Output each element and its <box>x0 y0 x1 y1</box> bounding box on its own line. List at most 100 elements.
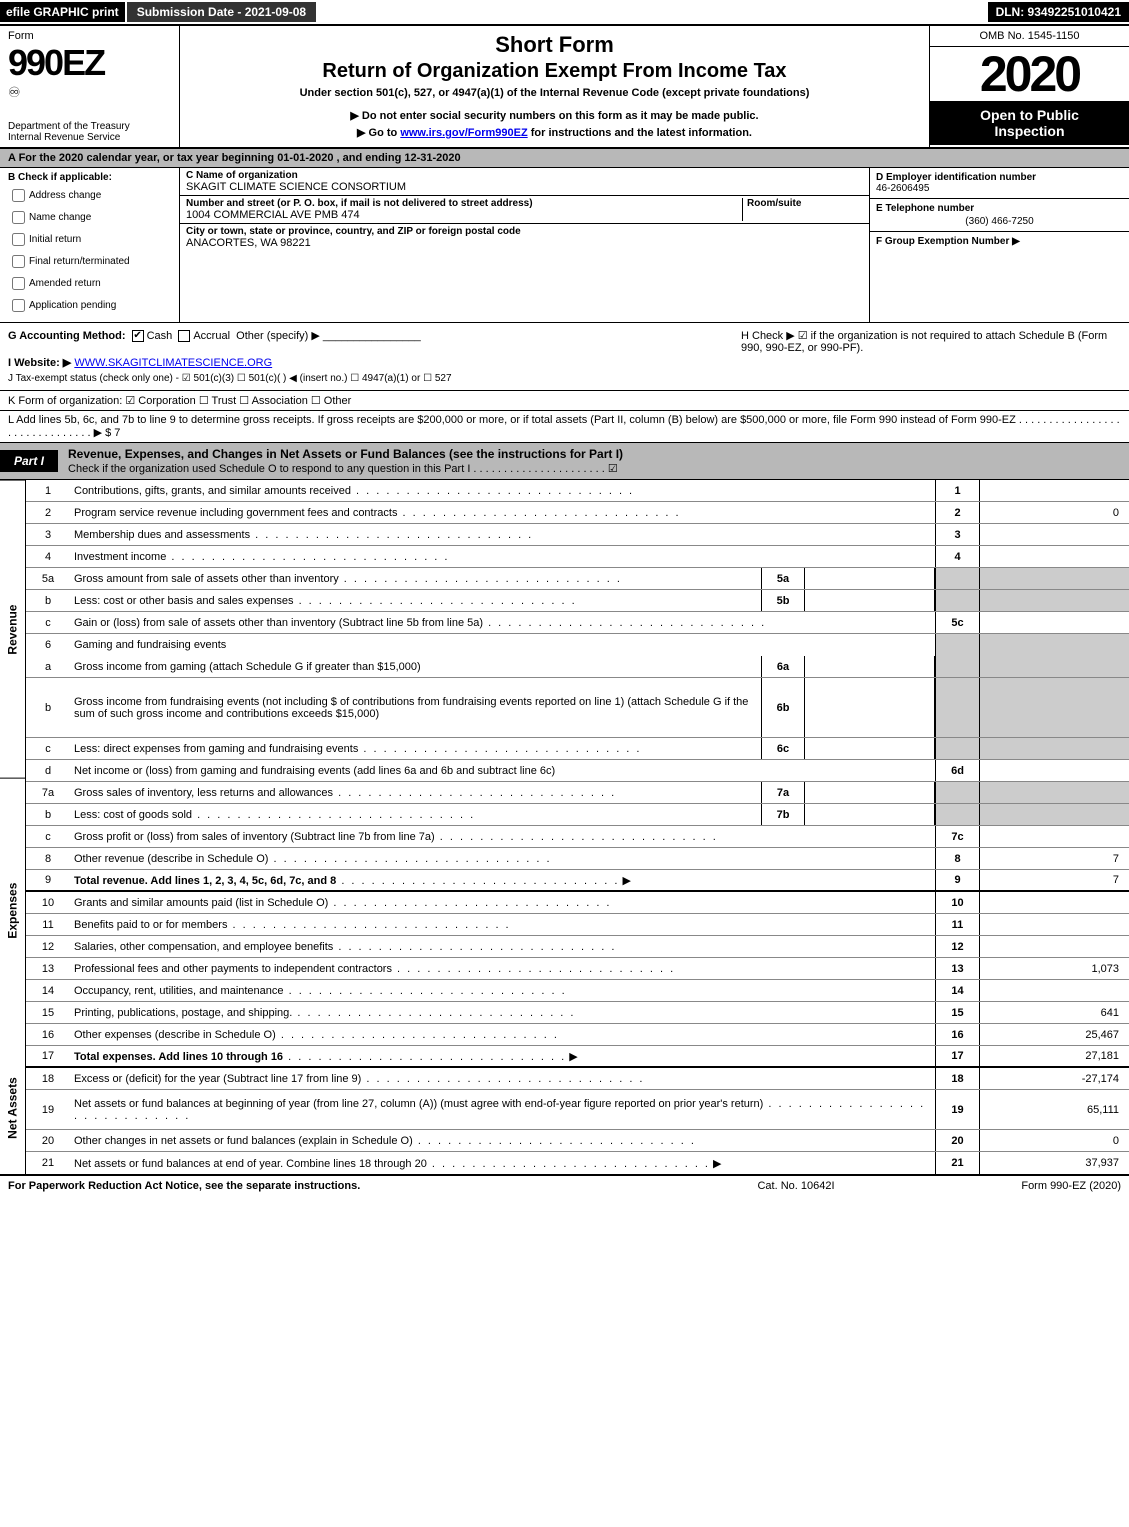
l12-val <box>979 936 1129 957</box>
cb-name-change[interactable]: Name change <box>8 208 171 227</box>
line-5b: b Less: cost or other basis and sales ex… <box>26 590 1129 612</box>
omb-number: OMB No. 1545-1150 <box>930 26 1129 47</box>
l6-num: 6 <box>26 637 70 653</box>
l16-rnum: 16 <box>935 1024 979 1045</box>
phone-value: (360) 466-7250 <box>876 216 1123 227</box>
grid-body: 1 Contributions, gifts, grants, and simi… <box>26 480 1129 1174</box>
l11-val <box>979 914 1129 935</box>
l16-num: 16 <box>26 1027 70 1043</box>
line-15: 15 Printing, publications, postage, and … <box>26 1002 1129 1024</box>
l20-rnum: 20 <box>935 1130 979 1151</box>
line-18: 18 Excess or (deficit) for the year (Sub… <box>26 1068 1129 1090</box>
vlabel-net: Net Assets <box>0 1042 25 1174</box>
l7a-sub: 7a <box>761 782 805 803</box>
part-1-tag: Part I <box>0 450 58 472</box>
l5b-rnum <box>935 590 979 611</box>
l7b-rval <box>979 804 1129 825</box>
line-9: 9 Total revenue. Add lines 1, 2, 3, 4, 5… <box>26 870 1129 892</box>
l13-desc: Professional fees and other payments to … <box>74 963 392 975</box>
header-mid: Short Form Return of Organization Exempt… <box>180 26 929 147</box>
line-11: 11 Benefits paid to or for members 11 <box>26 914 1129 936</box>
col-b-label: B Check if applicable: <box>8 172 171 183</box>
l7c-num: c <box>26 829 70 845</box>
recycle-icon: ♾ <box>8 84 171 101</box>
cb-final-return[interactable]: Final return/terminated <box>8 252 171 271</box>
l16-val: 25,467 <box>979 1024 1129 1045</box>
col-b-checkboxes: B Check if applicable: Address change Na… <box>0 168 180 322</box>
l20-num: 20 <box>26 1133 70 1149</box>
cb-address-change[interactable]: Address change <box>8 186 171 205</box>
l1-num: 1 <box>26 483 70 499</box>
cb-amended-return[interactable]: Amended return <box>8 274 171 293</box>
l6c-sub: 6c <box>761 738 805 759</box>
group-ex-label: F Group Exemption Number ▶ <box>876 236 1020 247</box>
line-16: 16 Other expenses (describe in Schedule … <box>26 1024 1129 1046</box>
l4-num: 4 <box>26 549 70 565</box>
l5a-desc: Gross amount from sale of assets other t… <box>74 573 339 585</box>
cell-ein: D Employer identification number 46-2606… <box>870 168 1129 199</box>
efile-label[interactable]: efile GRAPHIC print <box>0 2 125 22</box>
other-label: Other (specify) ▶ <box>236 330 320 342</box>
l6a-sub: 6a <box>761 656 805 677</box>
footer-cat: Cat. No. 10642I <box>671 1180 921 1192</box>
l16-desc: Other expenses (describe in Schedule O) <box>74 1029 276 1041</box>
l1-desc: Contributions, gifts, grants, and simila… <box>74 485 351 497</box>
street-label: Number and street (or P. O. box, if mail… <box>186 198 738 209</box>
l5a-rval <box>979 568 1129 589</box>
line-8: 8 Other revenue (describe in Schedule O)… <box>26 848 1129 870</box>
l20-val: 0 <box>979 1130 1129 1151</box>
l7b-rnum <box>935 804 979 825</box>
irs-link[interactable]: www.irs.gov/Form990EZ <box>400 127 527 139</box>
cell-phone: E Telephone number (360) 466-7250 <box>870 199 1129 232</box>
l4-val <box>979 546 1129 567</box>
org-name-label: C Name of organization <box>186 170 863 181</box>
goto-post: for instructions and the latest informat… <box>528 127 752 139</box>
l6b-desc: Gross income from fundraising events (no… <box>74 696 748 720</box>
chk-accrual[interactable] <box>178 330 190 342</box>
tax-year: 2020 <box>930 47 1129 101</box>
part-1-title-text: Revenue, Expenses, and Changes in Net As… <box>68 447 623 461</box>
l5a-rnum <box>935 568 979 589</box>
l5b-desc: Less: cost or other basis and sales expe… <box>74 595 294 607</box>
l5b-subval <box>805 590 935 611</box>
cell-org-name: C Name of organization SKAGIT CLIMATE SC… <box>180 168 869 196</box>
phone-label: E Telephone number <box>876 203 1123 214</box>
city-label: City or town, state or province, country… <box>186 226 863 237</box>
l15-val: 641 <box>979 1002 1129 1023</box>
website-row: I Website: ▶ WWW.SKAGITCLIMATESCIENCE.OR… <box>8 356 741 369</box>
website-link[interactable]: WWW.SKAGITCLIMATESCIENCE.ORG <box>74 357 272 369</box>
l5b-num: b <box>26 593 70 609</box>
l6a-subval <box>805 656 935 677</box>
l6a-desc: Gross income from gaming (attach Schedul… <box>74 661 421 673</box>
chk-cash[interactable] <box>132 330 144 342</box>
irs-text: Internal Revenue Service <box>8 132 120 143</box>
l6c-subval <box>805 738 935 759</box>
line-4: 4 Investment income 4 <box>26 546 1129 568</box>
website-label: I Website: ▶ <box>8 357 71 369</box>
l6b-rnum <box>935 678 979 737</box>
l9-num: 9 <box>26 872 70 888</box>
l7b-desc: Less: cost of goods sold <box>74 809 192 821</box>
l7c-rnum: 7c <box>935 826 979 847</box>
top-bar: efile GRAPHIC print Submission Date - 20… <box>0 0 1129 26</box>
part-1-sub: Check if the organization used Schedule … <box>68 463 618 475</box>
l6d-rnum: 6d <box>935 760 979 781</box>
l6c-num: c <box>26 741 70 757</box>
l13-val: 1,073 <box>979 958 1129 979</box>
city-value: ANACORTES, WA 98221 <box>186 237 863 249</box>
l14-rnum: 14 <box>935 980 979 1001</box>
title-return: Return of Organization Exempt From Incom… <box>188 60 921 83</box>
header-left: Form 990EZ ♾ Department of the Treasury … <box>0 26 180 147</box>
l8-num: 8 <box>26 851 70 867</box>
l19-num: 19 <box>26 1102 70 1118</box>
l21-val: 37,937 <box>979 1152 1129 1174</box>
l4-rnum: 4 <box>935 546 979 567</box>
cb-application-pending[interactable]: Application pending <box>8 296 171 315</box>
section-identity: B Check if applicable: Address change Na… <box>0 168 1129 323</box>
l10-desc: Grants and similar amounts paid (list in… <box>74 897 328 909</box>
part-1-header: Part I Revenue, Expenses, and Changes in… <box>0 443 1129 480</box>
l5a-subval <box>805 568 935 589</box>
l6c-desc: Less: direct expenses from gaming and fu… <box>74 743 358 755</box>
cb-initial-return[interactable]: Initial return <box>8 230 171 249</box>
part-1-grid: Revenue Expenses Net Assets 1 Contributi… <box>0 480 1129 1176</box>
